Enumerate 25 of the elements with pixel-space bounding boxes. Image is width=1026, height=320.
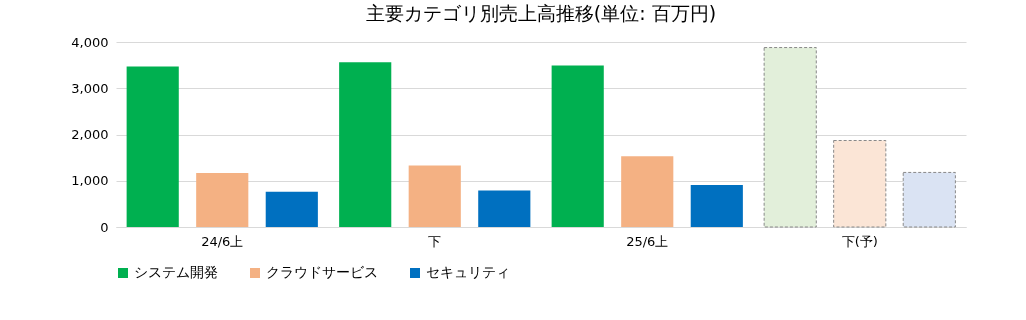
- bar: [833, 140, 887, 228]
- bar: [902, 171, 956, 228]
- bar: [690, 184, 743, 227]
- bar: [763, 47, 817, 228]
- legend-label: セキュリティ: [426, 264, 510, 280]
- bar: [408, 165, 461, 227]
- chart-title: 主要カテゴリ別売上高推移(単位: 百万円): [365, 2, 717, 24]
- bar: [339, 62, 392, 227]
- y-tick-label: 4,000: [71, 34, 109, 50]
- bar: [265, 191, 318, 227]
- y-tick-label: 0: [100, 219, 109, 235]
- x-tick-label: 24/6上: [201, 233, 244, 249]
- y-tick-label: 1,000: [71, 173, 109, 189]
- bar: [478, 190, 531, 227]
- legend-label: システム開発: [134, 264, 218, 280]
- bar: [621, 156, 674, 227]
- bar: [196, 172, 249, 227]
- x-tick-label: 25/6上: [626, 233, 669, 249]
- legend-label: クラウドサービス: [266, 264, 378, 280]
- bar: [551, 65, 604, 227]
- x-tick-label: 下(予): [841, 233, 878, 249]
- y-tick-label: 3,000: [71, 80, 109, 96]
- x-tick-label: 下: [428, 233, 442, 249]
- bar: [126, 66, 179, 227]
- y-tick-label: 2,000: [71, 127, 109, 142]
